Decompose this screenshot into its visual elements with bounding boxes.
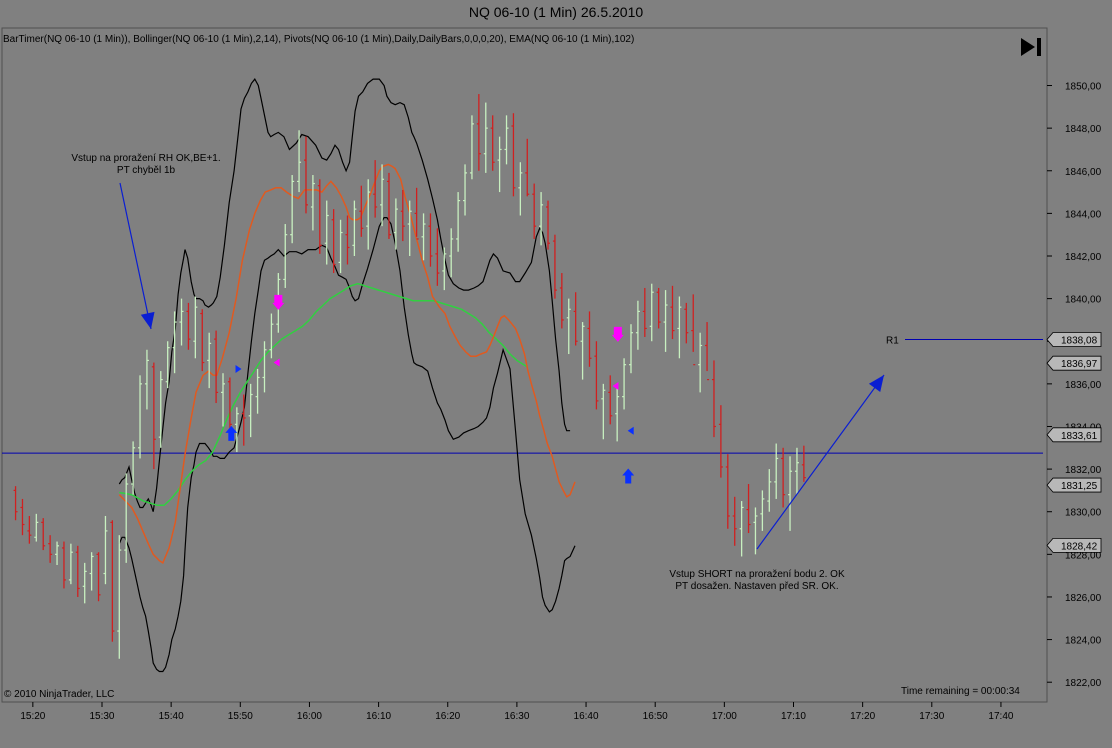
grid-layer	[2, 339, 1043, 454]
entry-arrow-head-icon	[140, 311, 155, 329]
price-marker-label: 1838,08	[1061, 336, 1098, 347]
y-tick-label: 1850,00	[1065, 82, 1102, 93]
indicators-label: BarTimer(NQ 06-10 (1 Min)), Bollinger(NQ…	[3, 34, 634, 45]
x-tick-label: 16:30	[504, 711, 529, 722]
x-tick-label: 17:00	[712, 711, 737, 722]
time-remaining: Time remaining = 00:00:34	[901, 686, 1020, 697]
short-entry-arrow-line	[756, 374, 885, 550]
price-marker: 1828,42	[1046, 537, 1102, 553]
bollinger-upper-band	[118, 78, 571, 512]
y-tick-label: 1842,00	[1065, 252, 1102, 263]
annotation-right-line-2: PT dosažen. Nastaven před SR. OK.	[675, 581, 838, 592]
y-tick-label: 1846,00	[1065, 167, 1102, 178]
x-axis: 15:20 15:30 15:40 15:50 16:00 16:10 16:20 16:30…	[20, 702, 1014, 722]
y-tick-label: 1836,00	[1065, 380, 1102, 391]
entry-arrow-line	[119, 182, 152, 330]
price-marker: 1838,08	[1046, 332, 1102, 347]
annotation-left-line-2: PT chyběl 1b	[117, 165, 176, 176]
short-signal-arrow-icon	[611, 326, 624, 342]
ema-fast-line	[118, 163, 576, 565]
y-tick-label: 1828,00	[1065, 550, 1102, 561]
price-marker-box	[1046, 427, 1102, 443]
y-tick-label: 1822,00	[1065, 678, 1102, 689]
ema-slow-line	[119, 282, 528, 507]
price-marker-label: 1828,42	[1061, 541, 1098, 552]
x-tick-label: 16:20	[435, 711, 460, 722]
series-layer	[118, 78, 576, 673]
long-signal-arrow-icon	[622, 468, 635, 484]
y-tick-label: 1844,00	[1065, 209, 1102, 220]
price-marker-box	[1046, 355, 1102, 371]
x-tick-label: 17:30	[919, 711, 944, 722]
play-to-end-icon[interactable]	[1021, 38, 1041, 56]
annotation-arrows	[119, 182, 885, 550]
x-tick-label: 15:50	[228, 711, 253, 722]
x-tick-label: 16:40	[574, 711, 599, 722]
marker-left-icon	[627, 426, 634, 435]
x-tick-label: 16:00	[297, 711, 322, 722]
y-tick-label: 1832,00	[1065, 465, 1102, 476]
price-marker: 1831,25	[1046, 477, 1102, 493]
marker-right-icon	[235, 364, 242, 373]
y-tick-label: 1830,00	[1065, 508, 1102, 519]
x-tick-label: 16:10	[366, 711, 391, 722]
x-tick-label: 15:30	[89, 711, 114, 722]
x-tick-label: 17:10	[781, 711, 806, 722]
price-marker-box	[1046, 537, 1102, 553]
y-tick-label: 1840,00	[1065, 295, 1102, 306]
copyright-text: © 2010 NinjaTrader, LLC	[4, 689, 114, 700]
y-tick-label: 1848,00	[1065, 124, 1102, 135]
long-signal-arrow-icon	[225, 425, 238, 441]
price-marker: 1836,97	[1046, 355, 1102, 371]
annotation-right: Vstup SHORT na proražení bodu 2. OK PT d…	[669, 569, 845, 592]
annotation-right-line-1: Vstup SHORT na proražení bodu 2. OK	[669, 569, 845, 580]
bars-layer	[13, 94, 806, 659]
y-axis: 1850,00 1848,00 1846,00 1844,00 1842,00 1840,…	[1046, 82, 1102, 689]
marker-left-icon	[273, 358, 280, 367]
y-tick-label: 1826,00	[1065, 593, 1102, 604]
annotation-left: Vstup na proražení RH OK,BE+1. PT chyběl…	[71, 153, 220, 176]
price-marker-box	[1046, 477, 1102, 493]
bollinger-lower-band	[118, 217, 576, 673]
price-marker-label: 1831,25	[1061, 481, 1098, 492]
y-tick-label: 1824,00	[1065, 636, 1102, 647]
x-tick-label: 15:40	[159, 711, 184, 722]
annotation-left-line-1: Vstup na proražení RH OK,BE+1.	[71, 153, 220, 164]
pivot-r1-label: R1	[886, 336, 899, 347]
price-marker-label: 1836,97	[1061, 359, 1098, 370]
x-tick-label: 17:20	[850, 711, 875, 722]
short-entry-arrow-head-icon	[868, 375, 884, 393]
short-signal-arrow-icon	[272, 294, 285, 310]
x-tick-label: 17:40	[988, 711, 1013, 722]
price-marker-box	[1046, 332, 1102, 347]
x-tick-label: 16:50	[643, 711, 668, 722]
chart-title: NQ 06-10 (1 Min) 26.5.2010	[468, 4, 644, 20]
price-marker-label: 1833,61	[1061, 431, 1098, 442]
signals-layer	[225, 294, 635, 484]
x-tick-label: 15:20	[20, 711, 45, 722]
marker-left-icon	[612, 381, 619, 390]
price-marker: 1833,61	[1046, 427, 1102, 443]
